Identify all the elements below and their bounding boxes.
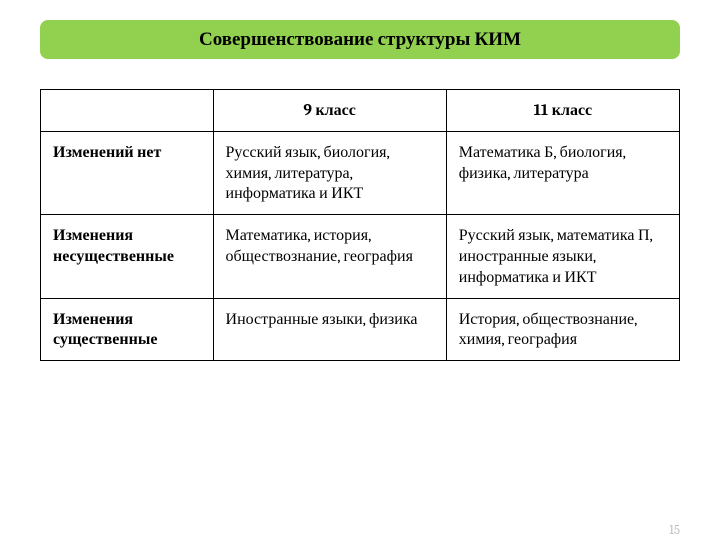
- row-label: Изменения несущественные: [41, 215, 214, 298]
- header-grade11: 11 класс: [446, 90, 679, 132]
- row-label: Изменения существенные: [41, 298, 214, 361]
- structure-table: 9 класс 11 класс Изменений нет Русский я…: [40, 89, 680, 361]
- table-container: 9 класс 11 класс Изменений нет Русский я…: [40, 89, 680, 361]
- title-bar: Совершенствование структуры КИМ: [40, 20, 680, 59]
- page-title: Совершенствование структуры КИМ: [199, 28, 521, 50]
- cell-grade9: Русский язык, биология, химия, литератур…: [213, 131, 446, 214]
- cell-grade11: Математика Б, биология, физика, литерату…: [446, 131, 679, 214]
- row-label: Изменений нет: [41, 131, 214, 214]
- table-header-row: 9 класс 11 класс: [41, 90, 680, 132]
- cell-grade11: Русский язык, математика П, иностранные …: [446, 215, 679, 298]
- page-number: 15: [669, 523, 680, 538]
- cell-grade11: История, обществознание, химия, географи…: [446, 298, 679, 361]
- table-row: Изменения существенные Иностранные языки…: [41, 298, 680, 361]
- header-grade9: 9 класс: [213, 90, 446, 132]
- table-row: Изменений нет Русский язык, биология, хи…: [41, 131, 680, 214]
- cell-grade9: Математика, история, обществознание, гео…: [213, 215, 446, 298]
- table-row: Изменения несущественные Математика, ист…: [41, 215, 680, 298]
- cell-grade9: Иностранные языки, физика: [213, 298, 446, 361]
- header-empty: [41, 90, 214, 132]
